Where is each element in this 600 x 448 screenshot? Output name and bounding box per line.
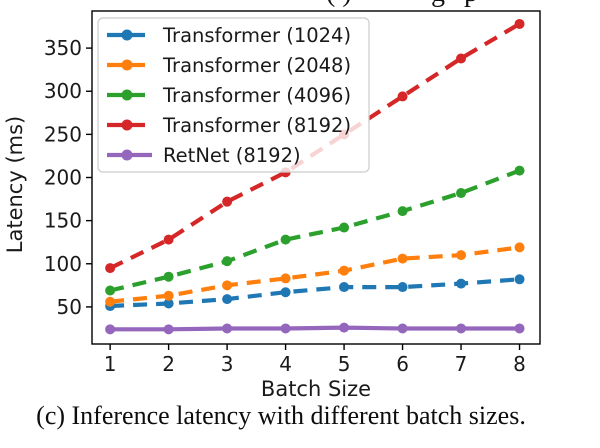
data-point: [514, 18, 525, 29]
data-point: [339, 322, 350, 333]
x-axis-label: Batch Size: [261, 377, 371, 398]
y-tick-label: 300: [44, 79, 82, 103]
legend-row: Transformer (8192): [107, 114, 351, 137]
legend-label: RetNet (8192): [163, 144, 301, 167]
data-point: [456, 53, 467, 64]
data-point: [514, 323, 525, 334]
data-point: [339, 282, 350, 293]
data-point: [514, 165, 525, 176]
data-point: [456, 278, 467, 289]
legend-sample-marker: [121, 59, 133, 71]
series-line-retnet-8192-: [110, 325, 520, 332]
y-tick-label: 250: [44, 122, 82, 146]
series-group: [105, 18, 525, 335]
x-tick-label: 7: [455, 352, 468, 376]
cropped-caption-fragment-left: ( ): [326, 0, 352, 9]
legend-label: Transformer (2048): [162, 54, 351, 77]
x-tick-label: 6: [396, 352, 409, 376]
data-point: [397, 206, 408, 217]
legend-sample-marker: [121, 119, 133, 131]
series-line-transformer-4096-: [109, 168, 521, 293]
data-point: [456, 188, 467, 199]
x-tick-label: 1: [104, 352, 117, 376]
data-point: [222, 294, 233, 305]
data-point: [163, 298, 174, 309]
y-tick-label: 200: [44, 166, 82, 190]
data-point: [163, 324, 174, 335]
legend-label: Transformer (8192): [162, 114, 351, 137]
y-tick-label: 50: [57, 295, 82, 319]
x-tick-label: 2: [162, 352, 175, 376]
x-tick-label: 4: [279, 352, 292, 376]
data-point: [222, 323, 233, 334]
legend-label: Transformer (4096): [162, 84, 351, 107]
data-point: [456, 250, 467, 261]
x-tick-label: 5: [338, 352, 351, 376]
legend-row: Transformer (4096): [107, 84, 351, 107]
data-point: [280, 287, 291, 298]
data-point: [105, 324, 116, 335]
data-point: [105, 263, 116, 274]
y-axis-label: Latency (ms): [3, 116, 27, 253]
data-point: [339, 265, 350, 276]
legend: Transformer (1024) Transformer (2048) Tran…: [97, 17, 370, 173]
legend-sample-marker: [121, 89, 133, 101]
data-point: [397, 282, 408, 293]
y-tick-label: 100: [44, 252, 82, 276]
legend-box: [97, 17, 370, 173]
data-point: [105, 296, 116, 307]
y-tick-label: 350: [44, 36, 82, 60]
legend-label: Transformer (1024): [162, 24, 351, 47]
figure-caption: (c) Inference latency with different bat…: [36, 401, 526, 430]
data-point: [222, 280, 233, 291]
data-point: [163, 290, 174, 301]
data-point: [397, 253, 408, 264]
data-point: [397, 323, 408, 334]
data-point: [222, 256, 233, 267]
data-point: [280, 273, 291, 284]
x-tick-label: 3: [221, 352, 234, 376]
data-point: [339, 222, 350, 233]
cropped-caption-above: ( ) g p: [0, 0, 600, 10]
data-point: [456, 323, 467, 334]
data-point: [514, 242, 525, 253]
legend-sample-marker: [121, 149, 133, 161]
legend-row: RetNet (8192): [107, 144, 301, 167]
data-point: [222, 196, 233, 207]
legend-row: Transformer (2048): [107, 54, 351, 77]
data-point: [163, 271, 174, 282]
legend-row: Transformer (1024): [107, 24, 351, 47]
data-point: [514, 274, 525, 285]
data-point: [105, 285, 116, 296]
data-point: [163, 234, 174, 245]
data-point: [280, 234, 291, 245]
cropped-caption-fragment-right: g p: [431, 0, 478, 9]
y-tick-label: 150: [44, 209, 82, 233]
x-tick-label: 8: [513, 352, 526, 376]
latency-line-chart: 50 100 150 200 250 300 350 1 2 3 4 5 6 7 8 Batch Size La…: [3, 10, 541, 398]
data-point: [397, 91, 408, 102]
y-axis: 50 100 150 200 250 300 350: [44, 36, 92, 319]
data-point: [280, 323, 291, 334]
legend-sample-marker: [121, 29, 133, 41]
x-axis: 1 2 3 4 5 6 7 8: [104, 344, 526, 376]
